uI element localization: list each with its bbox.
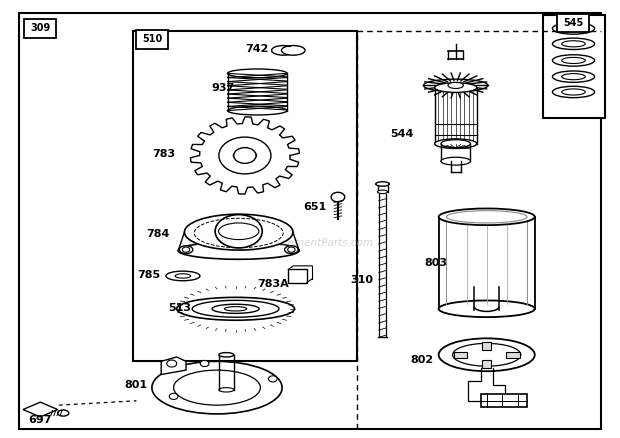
- Ellipse shape: [562, 25, 585, 32]
- Text: 310: 310: [350, 276, 373, 285]
- Ellipse shape: [423, 79, 488, 92]
- Circle shape: [268, 376, 277, 382]
- Ellipse shape: [435, 139, 477, 148]
- Text: 783: 783: [153, 149, 176, 159]
- Text: 309: 309: [30, 24, 50, 33]
- Ellipse shape: [185, 214, 293, 250]
- Ellipse shape: [439, 338, 534, 371]
- Text: 801: 801: [125, 381, 148, 390]
- Circle shape: [215, 215, 262, 248]
- Ellipse shape: [562, 57, 585, 64]
- Ellipse shape: [219, 353, 234, 357]
- Ellipse shape: [224, 307, 247, 311]
- Ellipse shape: [174, 370, 260, 405]
- Text: 697: 697: [29, 415, 52, 424]
- Ellipse shape: [228, 69, 287, 78]
- Ellipse shape: [233, 151, 257, 160]
- Bar: [288, 269, 307, 283]
- Text: 513: 513: [168, 304, 192, 313]
- Ellipse shape: [441, 140, 471, 148]
- Bar: [480, 394, 527, 407]
- Ellipse shape: [552, 55, 595, 66]
- Text: 802: 802: [410, 355, 433, 365]
- Text: 784: 784: [146, 230, 170, 239]
- Ellipse shape: [439, 208, 534, 225]
- Ellipse shape: [562, 89, 585, 95]
- Ellipse shape: [152, 361, 282, 414]
- Ellipse shape: [177, 297, 294, 320]
- Bar: [482, 342, 491, 350]
- Circle shape: [169, 393, 178, 399]
- Ellipse shape: [179, 242, 299, 259]
- Ellipse shape: [228, 106, 287, 115]
- Ellipse shape: [441, 157, 471, 165]
- Text: 937: 937: [211, 83, 235, 92]
- FancyBboxPatch shape: [557, 14, 589, 32]
- Ellipse shape: [272, 46, 295, 55]
- Circle shape: [167, 360, 177, 367]
- Polygon shape: [161, 357, 186, 374]
- Ellipse shape: [453, 343, 521, 366]
- Ellipse shape: [212, 304, 259, 313]
- Ellipse shape: [552, 38, 595, 49]
- Ellipse shape: [552, 71, 595, 82]
- Text: 651: 651: [303, 202, 327, 212]
- Text: 803: 803: [424, 258, 448, 268]
- Ellipse shape: [552, 23, 595, 34]
- Text: 785: 785: [137, 270, 161, 279]
- Ellipse shape: [562, 41, 585, 47]
- Circle shape: [288, 247, 295, 252]
- Bar: [482, 360, 491, 368]
- Ellipse shape: [179, 246, 193, 254]
- FancyBboxPatch shape: [24, 19, 56, 38]
- Ellipse shape: [446, 211, 527, 223]
- Text: 742: 742: [246, 44, 269, 54]
- FancyBboxPatch shape: [136, 30, 168, 49]
- Ellipse shape: [376, 182, 389, 186]
- Ellipse shape: [439, 300, 534, 317]
- Ellipse shape: [192, 300, 279, 317]
- Text: 510: 510: [142, 35, 162, 44]
- Polygon shape: [23, 402, 58, 417]
- Ellipse shape: [166, 271, 200, 281]
- Ellipse shape: [285, 246, 298, 254]
- Ellipse shape: [562, 74, 585, 80]
- Circle shape: [200, 360, 209, 367]
- Circle shape: [182, 247, 190, 252]
- Text: 545: 545: [563, 18, 583, 28]
- Text: eReplacementParts.com: eReplacementParts.com: [246, 238, 374, 248]
- Ellipse shape: [378, 190, 388, 194]
- Polygon shape: [19, 13, 601, 429]
- Ellipse shape: [219, 223, 259, 240]
- Bar: [506, 352, 520, 358]
- Ellipse shape: [219, 388, 234, 392]
- Ellipse shape: [281, 46, 305, 55]
- Polygon shape: [542, 15, 604, 118]
- Ellipse shape: [448, 82, 464, 88]
- Polygon shape: [190, 117, 299, 194]
- Ellipse shape: [58, 410, 69, 416]
- Bar: [454, 352, 467, 358]
- Text: 544: 544: [390, 129, 414, 138]
- Ellipse shape: [175, 274, 190, 278]
- Circle shape: [219, 137, 271, 174]
- Polygon shape: [133, 31, 356, 361]
- Ellipse shape: [435, 83, 477, 92]
- Ellipse shape: [552, 86, 595, 98]
- Circle shape: [234, 148, 256, 163]
- Text: 783A: 783A: [257, 279, 289, 289]
- Circle shape: [331, 192, 345, 202]
